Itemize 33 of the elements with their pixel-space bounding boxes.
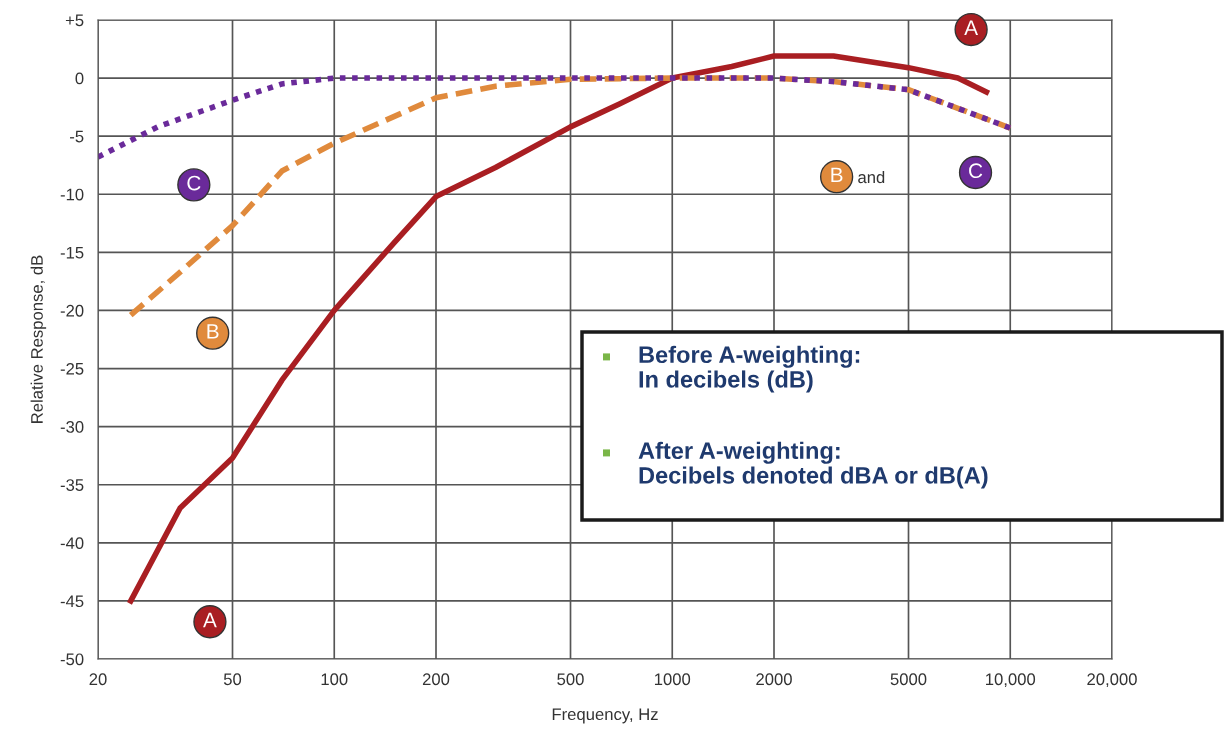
- x-tick-label: 20: [89, 673, 107, 686]
- text: C: [969, 163, 983, 179]
- y-tick-label: -30: [60, 421, 84, 433]
- annotation: Before A-weighting: In decibels (dB): [639, 345, 860, 393]
- annotation: After A-weighting: Decibels denoted dBA or dB(A): [638, 441, 988, 489]
- text: C: [187, 175, 201, 191]
- y-tick-label: 0: [75, 72, 84, 85]
- x-tick-label: 1000: [654, 673, 691, 686]
- y-tick-label: -10: [60, 188, 84, 201]
- y-tick-label: -45: [60, 595, 84, 608]
- y-axis-title: Relative Response, dB: [30, 255, 47, 423]
- x-tick-label: 500: [557, 673, 584, 686]
- y-tick-label: -25: [60, 362, 84, 375]
- x-axis-title: Frequency, Hz: [552, 708, 658, 724]
- x-tick-label: 100: [321, 673, 348, 686]
- x-tick-label: 5000: [890, 673, 927, 686]
- x-tick-label: 200: [422, 673, 450, 686]
- y-tick-label: -15: [60, 246, 84, 259]
- x-tick-label: 10,000: [986, 673, 1036, 688]
- text: A: [964, 20, 979, 35]
- y-tick-label: -35: [60, 479, 84, 491]
- x-tick-label: 2000: [756, 673, 792, 686]
- y-tick-label: -40: [60, 537, 84, 550]
- text: B: [831, 167, 843, 183]
- y-tick-label: -20: [60, 304, 84, 317]
- annotation: and: [858, 170, 885, 184]
- y-tick-label: -5: [70, 130, 84, 143]
- y-tick-label: -50: [60, 653, 84, 666]
- x-tick-label: 20,000: [1087, 673, 1137, 688]
- x-tick-label: 50: [223, 673, 242, 686]
- text: B: [207, 324, 219, 339]
- text: A: [203, 612, 217, 628]
- y-tick-label: +5: [65, 14, 84, 27]
